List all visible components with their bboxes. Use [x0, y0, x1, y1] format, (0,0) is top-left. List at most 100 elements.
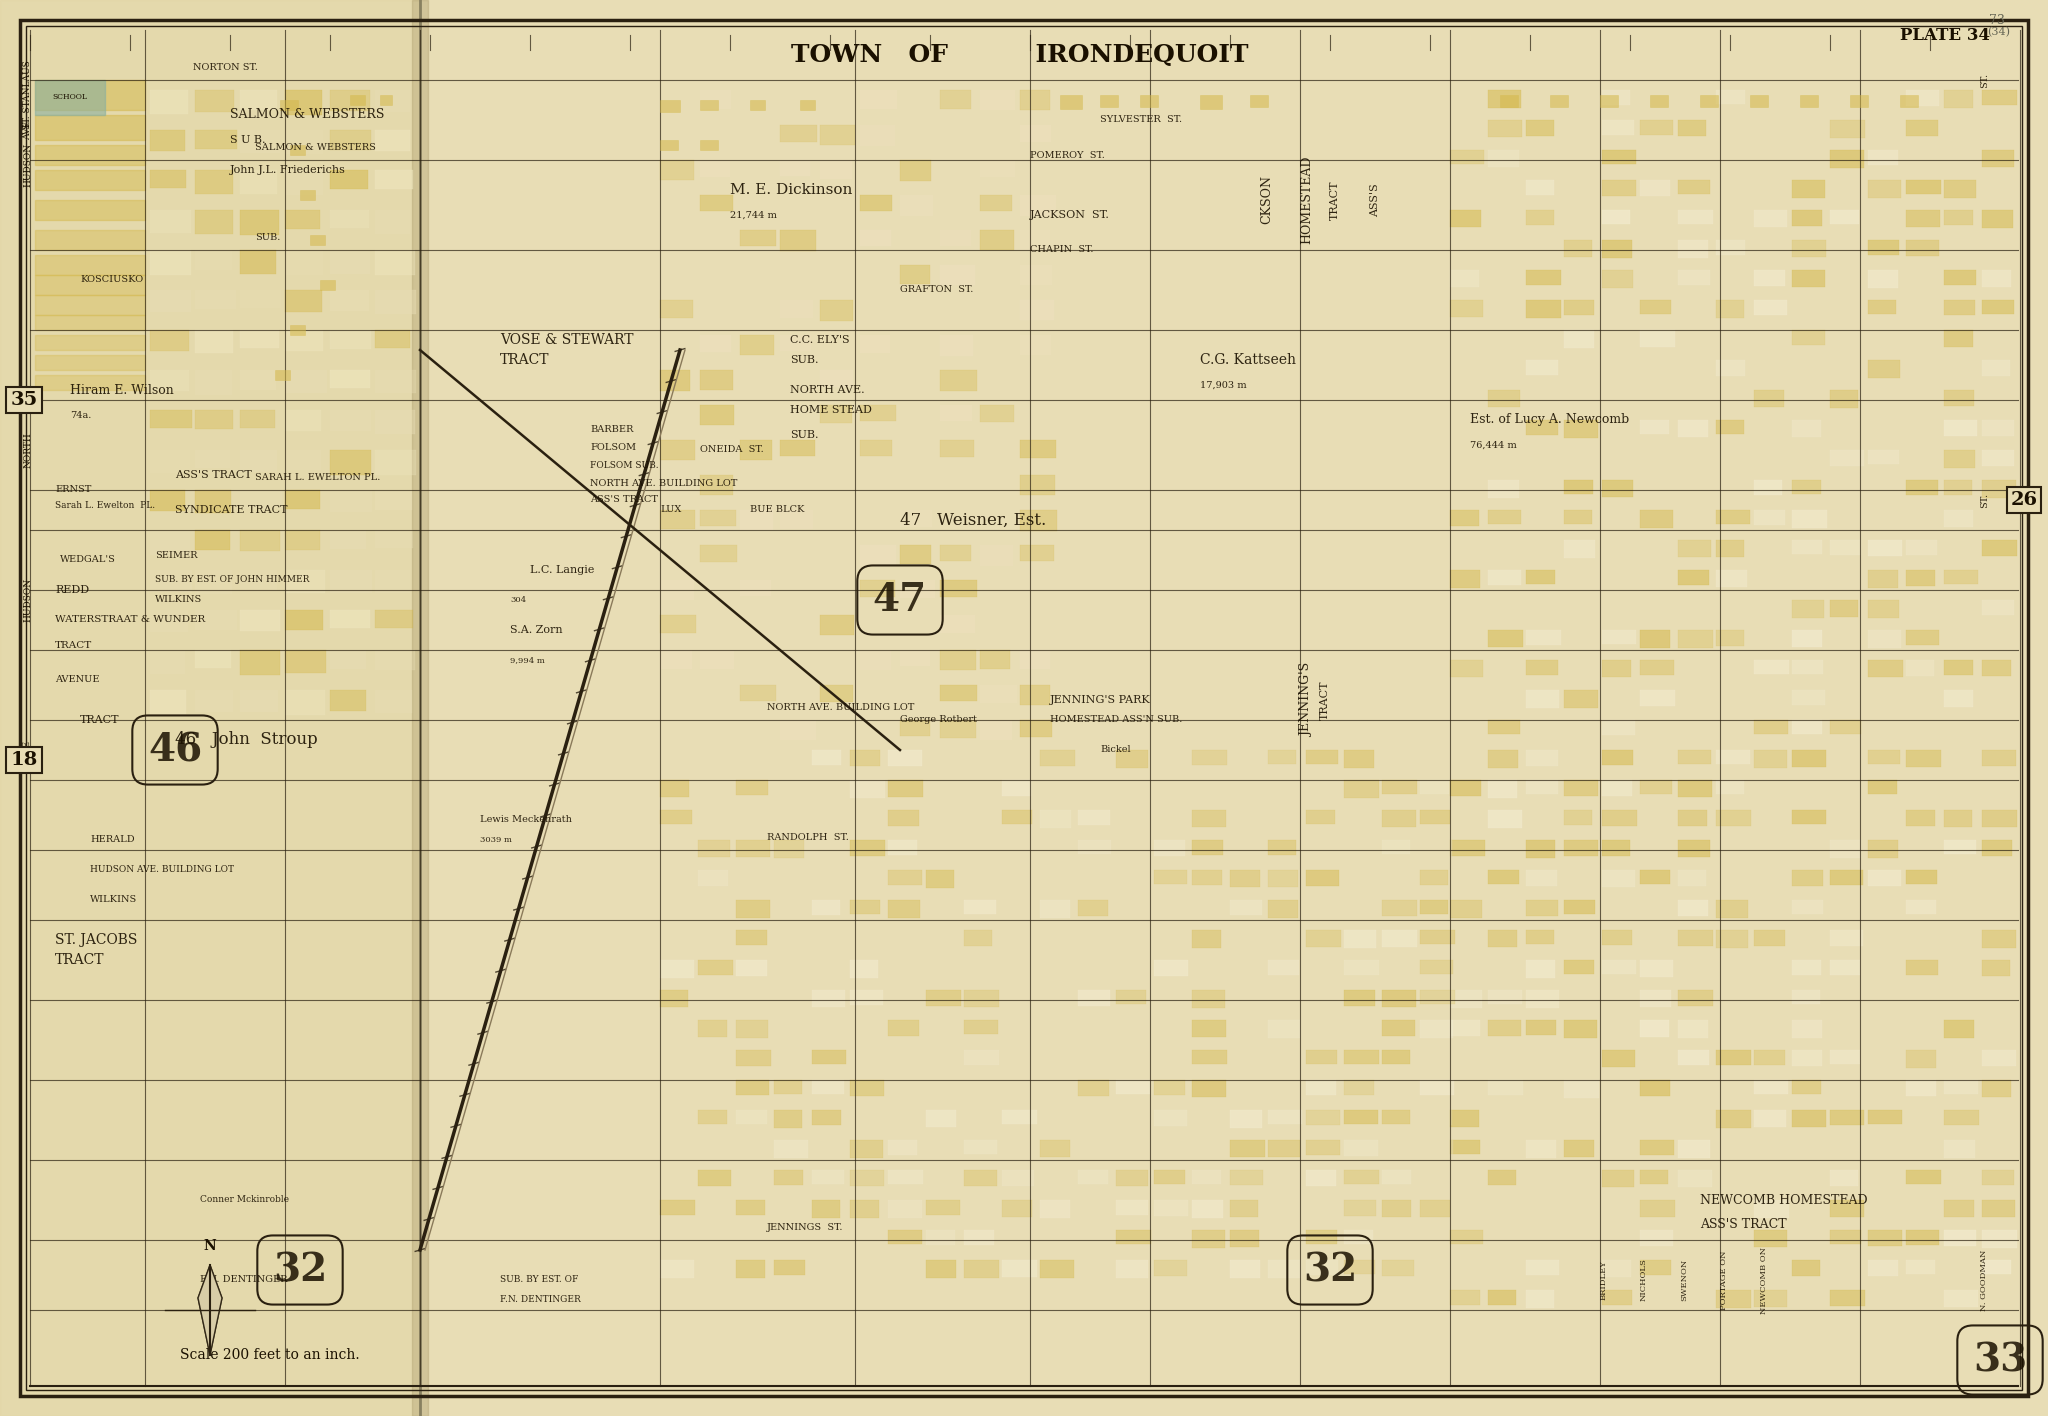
- Bar: [1526, 180, 1554, 195]
- Bar: [1489, 1110, 1522, 1126]
- Bar: [1831, 210, 1860, 224]
- Bar: [1677, 990, 1712, 1005]
- Bar: [1640, 571, 1671, 583]
- Bar: [1831, 1110, 1864, 1124]
- Bar: [1001, 780, 1030, 796]
- Bar: [1716, 780, 1745, 794]
- Bar: [1001, 1140, 1036, 1157]
- Bar: [899, 474, 932, 494]
- Text: CHAPIN  ST.: CHAPIN ST.: [1030, 245, 1094, 255]
- Bar: [1602, 1051, 1634, 1068]
- Bar: [1602, 1140, 1634, 1155]
- Bar: [1307, 1110, 1339, 1124]
- Bar: [1526, 719, 1559, 736]
- Bar: [1565, 690, 1597, 708]
- Bar: [811, 780, 844, 796]
- Bar: [981, 615, 1016, 632]
- Bar: [1982, 150, 2013, 167]
- Bar: [1677, 750, 1710, 765]
- Bar: [1792, 450, 1823, 467]
- Bar: [698, 780, 733, 796]
- Bar: [1599, 95, 1618, 108]
- Bar: [739, 125, 774, 144]
- Bar: [1907, 750, 1942, 767]
- Bar: [899, 440, 936, 462]
- Bar: [1192, 990, 1225, 1008]
- Bar: [1640, 539, 1675, 555]
- Text: HUDSON: HUDSON: [23, 143, 33, 187]
- Bar: [659, 300, 692, 319]
- Bar: [285, 330, 324, 351]
- Bar: [1020, 545, 1055, 561]
- Bar: [1526, 480, 1554, 497]
- Text: 73: 73: [1989, 14, 2005, 27]
- Bar: [1450, 180, 1485, 195]
- Bar: [1077, 1080, 1110, 1096]
- Text: RANDOLPH  ST.: RANDOLPH ST.: [766, 833, 848, 843]
- Bar: [850, 1199, 879, 1218]
- Bar: [1753, 421, 1790, 438]
- Text: BARBER: BARBER: [590, 425, 633, 435]
- Bar: [1677, 91, 1708, 108]
- Bar: [1868, 1051, 1898, 1068]
- Bar: [811, 1140, 846, 1154]
- Bar: [1640, 690, 1675, 707]
- Bar: [698, 990, 731, 1005]
- Bar: [1831, 990, 1862, 1005]
- Text: John J.L. Friederichs: John J.L. Friederichs: [229, 166, 346, 176]
- Bar: [1753, 1080, 1788, 1095]
- Bar: [1450, 450, 1483, 464]
- Bar: [899, 300, 932, 319]
- Bar: [659, 160, 694, 180]
- Bar: [1982, 300, 2013, 314]
- Text: HOMESTEAD: HOMESTEAD: [1300, 156, 1313, 244]
- Bar: [774, 810, 805, 826]
- Bar: [1982, 1051, 2015, 1066]
- Bar: [774, 1051, 809, 1068]
- Bar: [1982, 810, 2017, 827]
- Bar: [1944, 270, 1976, 285]
- Bar: [659, 1051, 694, 1065]
- Bar: [1565, 360, 1595, 377]
- Bar: [659, 840, 690, 854]
- Bar: [698, 869, 727, 886]
- Bar: [240, 210, 279, 235]
- Bar: [780, 440, 815, 456]
- Bar: [981, 719, 1012, 741]
- Bar: [899, 650, 930, 666]
- Bar: [1868, 150, 1898, 166]
- Bar: [819, 581, 850, 596]
- Bar: [375, 411, 416, 433]
- Text: HOMESTEAD ASS'N SUB.: HOMESTEAD ASS'N SUB.: [1051, 715, 1182, 725]
- Bar: [698, 901, 733, 918]
- Bar: [330, 251, 371, 275]
- Bar: [1944, 780, 1974, 797]
- Bar: [1677, 150, 1710, 169]
- Bar: [1868, 630, 1901, 649]
- Bar: [150, 650, 184, 674]
- Bar: [195, 251, 231, 270]
- Bar: [1268, 1020, 1300, 1038]
- Bar: [1716, 600, 1745, 617]
- Bar: [1716, 660, 1749, 677]
- Bar: [1231, 1170, 1264, 1185]
- Bar: [1831, 300, 1866, 314]
- Bar: [1792, 239, 1827, 256]
- Bar: [1831, 930, 1864, 946]
- Bar: [981, 405, 1014, 422]
- Bar: [1716, 300, 1745, 319]
- Bar: [1153, 1199, 1188, 1216]
- Bar: [860, 265, 893, 280]
- Bar: [819, 160, 852, 178]
- Bar: [1677, 1199, 1706, 1215]
- Bar: [1419, 840, 1452, 858]
- Bar: [1268, 930, 1296, 947]
- Bar: [1602, 600, 1636, 616]
- Bar: [330, 530, 367, 549]
- Bar: [285, 650, 326, 673]
- Bar: [1907, 660, 1933, 675]
- Bar: [698, 840, 729, 857]
- Bar: [1450, 690, 1483, 707]
- Bar: [1153, 840, 1186, 857]
- Bar: [1792, 630, 1823, 647]
